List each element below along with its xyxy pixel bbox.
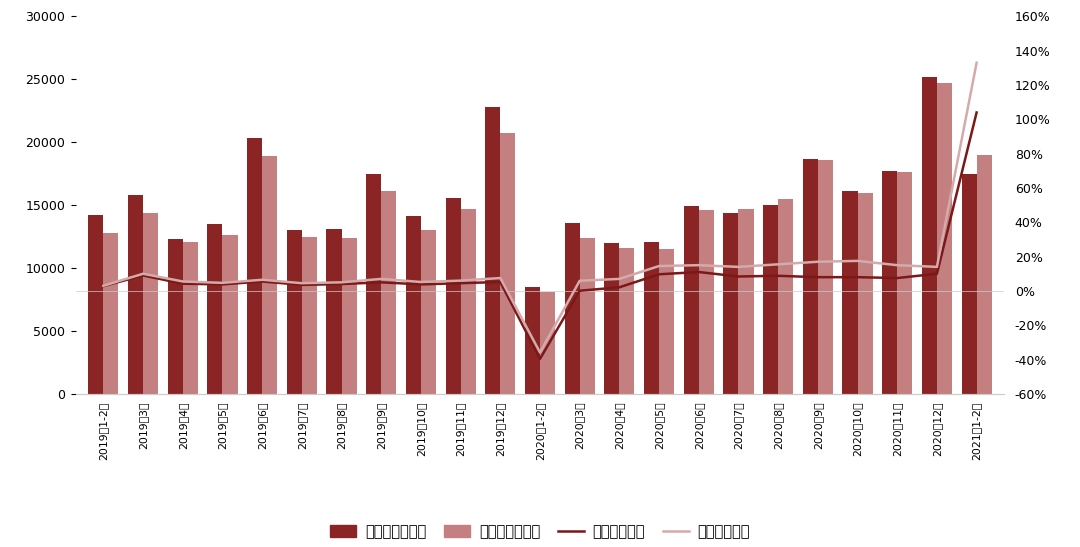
Line: 面积同比增速: 面积同比增速 (104, 113, 976, 359)
金额同比增速 (534, 349, 546, 356)
面积同比增速 (97, 283, 110, 289)
金额同比增速 (613, 276, 626, 282)
Bar (421, 230, 436, 394)
金额同比增速 (335, 279, 348, 286)
金额同比增速 (891, 262, 904, 269)
Bar (446, 197, 460, 394)
Bar (540, 292, 555, 394)
金额同比增速 (375, 276, 388, 282)
面积同比增速 (335, 281, 348, 287)
Bar (897, 172, 913, 394)
Bar (262, 156, 278, 394)
Bar (659, 249, 674, 394)
金额同比增速 (732, 264, 745, 270)
Bar (89, 215, 104, 394)
Bar (842, 191, 858, 394)
面积同比增速 (176, 281, 189, 287)
面积同比增速 (136, 272, 149, 279)
Bar (565, 223, 580, 394)
Bar (247, 138, 262, 394)
Bar (605, 243, 620, 394)
面积同比增速 (732, 273, 745, 280)
面积同比增速 (216, 281, 229, 288)
金额同比增速 (772, 261, 785, 267)
金额同比增速 (216, 280, 229, 286)
Bar (699, 210, 714, 394)
面积同比增速 (454, 280, 467, 287)
金额同比增速 (652, 263, 665, 269)
Bar (858, 193, 873, 394)
Bar (406, 217, 421, 394)
Bar (644, 242, 659, 394)
Bar (287, 230, 301, 394)
Bar (460, 209, 475, 394)
Bar (183, 242, 198, 394)
Bar (326, 229, 341, 394)
金额同比增速 (415, 279, 428, 286)
Bar (366, 174, 381, 394)
面积同比增速 (295, 282, 308, 288)
金额同比增速 (454, 277, 467, 284)
Bar (802, 159, 818, 394)
面积同比增速 (891, 275, 904, 281)
Bar (485, 107, 500, 394)
面积同比增速 (851, 274, 864, 281)
金额同比增速 (494, 275, 507, 281)
面积同比增速 (256, 278, 269, 285)
Bar (976, 155, 991, 394)
Bar (500, 133, 515, 394)
Bar (207, 224, 222, 394)
金额同比增速 (931, 264, 944, 270)
金额同比增速 (692, 262, 705, 269)
面积同比增速 (494, 279, 507, 286)
面积同比增速 (613, 284, 626, 290)
Bar (222, 235, 238, 394)
面积同比增速 (931, 270, 944, 277)
Bar (104, 233, 119, 394)
面积同比增速 (652, 271, 665, 277)
面积同比增速 (573, 288, 586, 294)
金额同比增速 (573, 277, 586, 284)
金额同比增速 (851, 258, 864, 264)
Bar (818, 160, 833, 394)
Bar (167, 239, 183, 394)
金额同比增速 (176, 278, 189, 285)
金额同比增速 (811, 258, 824, 265)
Bar (525, 287, 540, 394)
Bar (341, 238, 356, 394)
面积同比增速 (970, 109, 983, 116)
金额同比增速 (970, 60, 983, 66)
面积同比增速 (692, 269, 705, 275)
Bar (882, 171, 897, 394)
Bar (937, 83, 951, 394)
Legend: 商品房销售面积, 商品房销售金额, 面积同比增速, 金额同比增速: 商品房销售面积, 商品房销售金额, 面积同比增速, 金额同比增速 (324, 519, 756, 545)
金额同比增速 (136, 270, 149, 277)
金额同比增速 (256, 276, 269, 283)
金额同比增速 (295, 280, 308, 287)
Bar (381, 191, 396, 394)
面积同比增速 (772, 272, 785, 279)
面积同比增速 (811, 274, 824, 281)
金额同比增速 (97, 282, 110, 289)
面积同比增速 (415, 281, 428, 288)
Bar (764, 205, 779, 394)
Bar (129, 195, 143, 394)
面积同比增速 (534, 356, 546, 362)
Bar (922, 77, 937, 394)
Bar (580, 238, 595, 394)
Bar (684, 206, 699, 394)
Bar (143, 213, 158, 394)
面积同比增速 (375, 279, 388, 286)
Bar (301, 236, 316, 394)
Line: 金额同比增速: 金额同比增速 (104, 63, 976, 352)
Bar (961, 174, 976, 394)
Bar (779, 199, 793, 394)
Bar (620, 248, 634, 394)
Bar (724, 213, 739, 394)
Bar (739, 209, 754, 394)
